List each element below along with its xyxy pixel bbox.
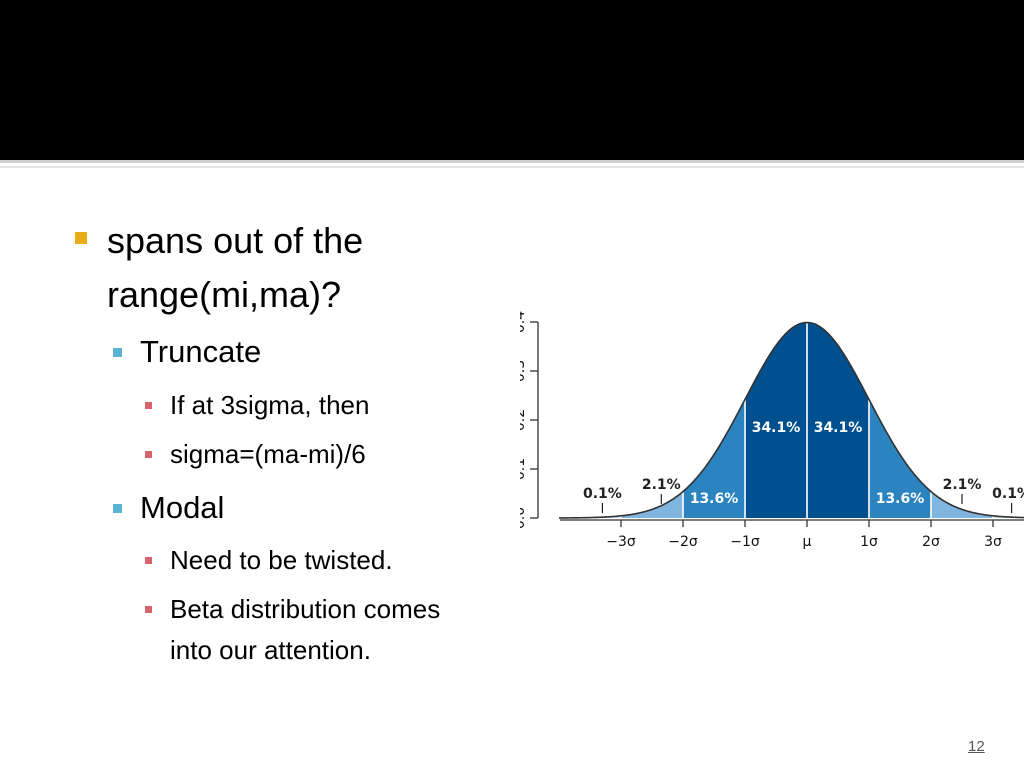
bullet-marker-l1 xyxy=(75,232,87,244)
title-divider-secondary xyxy=(0,166,1024,168)
region-percent-label: 2.1% xyxy=(943,477,982,493)
x-tick-label: 1σ xyxy=(860,534,878,550)
bullet-text-twisted: Need to be twisted. xyxy=(170,545,393,575)
region-percent-label: 2.1% xyxy=(642,477,681,493)
page-number[interactable]: 12 xyxy=(968,738,985,755)
bullet-text-beta: Beta distribution comes xyxy=(170,594,441,624)
title-bar xyxy=(0,0,1024,160)
region-percent-label: 0.1% xyxy=(583,486,622,502)
normal-distribution-chart: 0.0 0.1 0.2 0.3 0.4 −3σ −2σ −1σ μ 1σ 2σ 3σ 0.1% 2.1… xyxy=(520,311,1024,550)
title-divider xyxy=(0,160,1024,163)
region-percent-label: 13.6% xyxy=(690,491,739,507)
y-tick-label: 0.1 xyxy=(520,458,528,480)
region-percent-label: 34.1% xyxy=(752,420,801,436)
y-tick-label: 0.0 xyxy=(520,507,528,529)
bullet-marker-l2 xyxy=(113,504,122,513)
density-curve xyxy=(559,321,1024,519)
bullet-text-truncate: Truncate xyxy=(140,334,262,369)
y-tick-label: 0.4 xyxy=(520,311,528,333)
bullet-marker-l3 xyxy=(145,557,152,564)
bullet-marker-l3 xyxy=(145,451,152,458)
bullet-text-sigma-formula: sigma=(ma-mi)/6 xyxy=(170,439,366,469)
x-tick-label: −1σ xyxy=(730,534,760,550)
x-tick-label: μ xyxy=(803,534,812,550)
bullet-marker-l3 xyxy=(145,402,152,409)
bullet-text-3sigma: If at 3sigma, then xyxy=(170,390,370,420)
bullet-text-l1-cont: range(mi,ma)? xyxy=(107,274,342,315)
x-tick-label: −2σ xyxy=(668,534,698,550)
region-percent-label: 13.6% xyxy=(876,491,925,507)
bullet-marker-l3 xyxy=(145,606,152,613)
bullet-text-modal: Modal xyxy=(140,490,225,525)
region-percent-label: 0.1% xyxy=(992,486,1024,502)
area-region xyxy=(931,491,993,518)
y-tick-label: 0.3 xyxy=(520,360,528,382)
y-tick-label: 0.2 xyxy=(520,409,528,431)
x-tick-label: 3σ xyxy=(984,534,1002,550)
bullet-marker-l2 xyxy=(113,348,122,357)
region-percent-label: 34.1% xyxy=(814,420,863,436)
area-region xyxy=(621,491,683,518)
bullet-text-beta-cont: into our attention. xyxy=(170,635,371,665)
x-tick-label: −3σ xyxy=(606,534,636,550)
x-tick-label: 2σ xyxy=(922,534,940,550)
bullet-text-l1: spans out of the xyxy=(107,220,364,261)
